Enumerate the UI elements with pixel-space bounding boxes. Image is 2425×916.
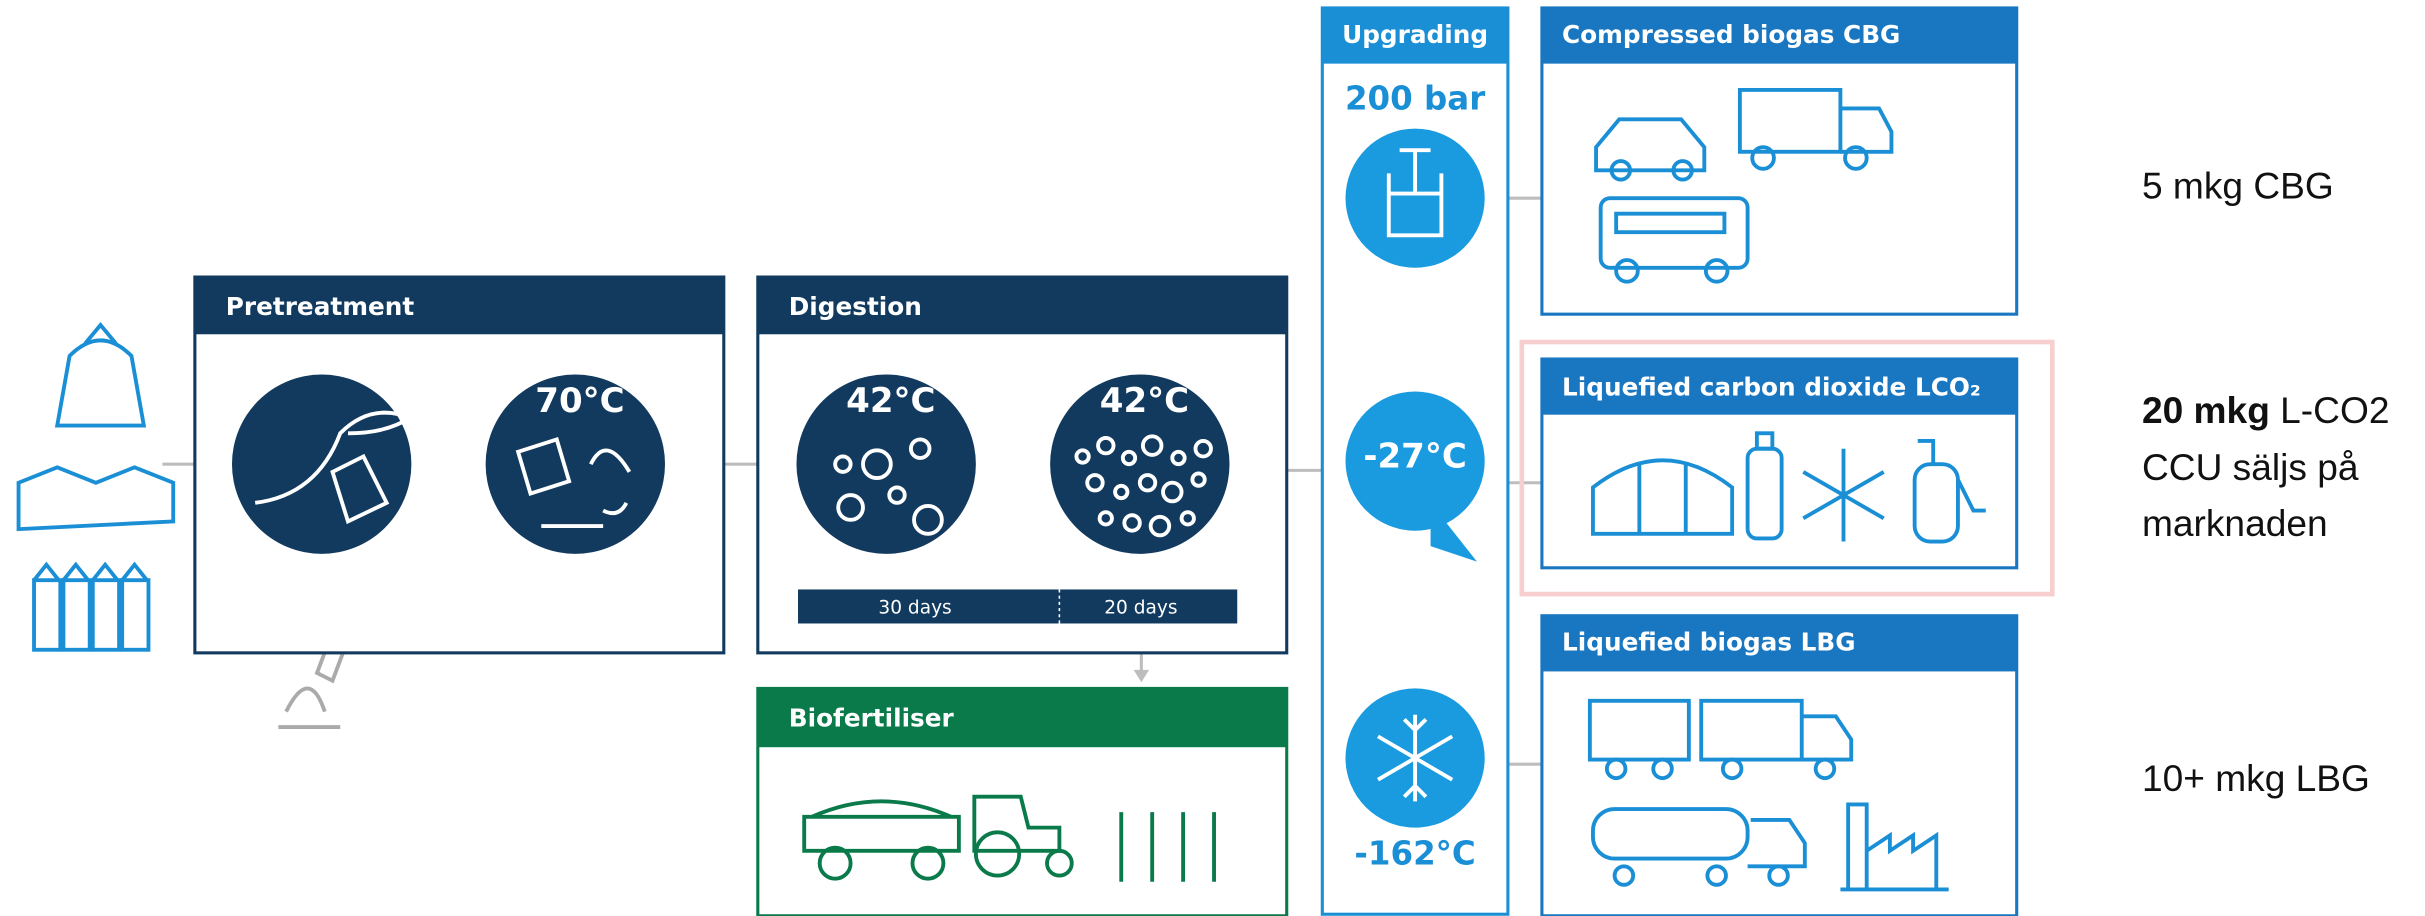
box-title: Compressed biogas CBG — [1562, 20, 1900, 49]
pretreatment-box: Pretreatment 70°C — [195, 277, 724, 653]
duration: 20 days — [1104, 598, 1177, 619]
notes: 5 mkg CBG 20 mkg L-CO2 CCU säljs på mark… — [2142, 165, 2390, 799]
box-title: Upgrading — [1342, 20, 1488, 49]
box-title: Liquefied biogas LBG — [1562, 628, 1856, 657]
note: CCU säljs på — [2142, 446, 2359, 488]
box-title: Digestion — [789, 292, 922, 321]
box-title: Biofertiliser — [789, 703, 955, 732]
note-text: L-CO2 — [2270, 389, 2390, 431]
box-title: Pretreatment — [226, 292, 415, 321]
temperature: 42°C — [846, 381, 935, 421]
biofertiliser-box: Biofertiliser — [758, 688, 1287, 915]
note: 10+ mkg LBG — [2142, 757, 2370, 799]
digestion-box: Digestion 42°C 42°C 30 days 20 days — [758, 277, 1287, 653]
note: 5 mkg CBG — [2142, 165, 2334, 207]
output-lco2: Liquefied carbon dioxide LCO₂ — [1542, 359, 2017, 568]
note-bold: 20 mkg — [2142, 389, 2270, 431]
temperature: -27°C — [1363, 437, 1466, 477]
diagram: Pretreatment 70°C Digestion 42°C 42°C 30… — [0, 0, 2425, 916]
pressure: 200 bar — [1345, 80, 1485, 118]
temperature: 42°C — [1100, 381, 1189, 421]
temperature: -162°C — [1354, 834, 1475, 872]
upgrading-column: Upgrading 200 bar -27°C -162°C — [1322, 8, 1508, 914]
output-lbg: Liquefied biogas LBG — [1542, 616, 2017, 916]
output-cbg: Compressed biogas CBG — [1542, 8, 2017, 314]
duration: 30 days — [878, 598, 951, 619]
note: 20 mkg L-CO2 — [2142, 389, 2390, 431]
box-title: Liquefied carbon dioxide LCO₂ — [1562, 372, 1981, 401]
temperature: 70°C — [535, 381, 624, 421]
body: Pretreatment 70°C Digestion 42°C 42°C 30… — [0, 0, 2425, 916]
page: {"pretreatment": {"title": "Pretreatment… — [0, 0, 2425, 916]
note: marknaden — [2142, 502, 2328, 544]
